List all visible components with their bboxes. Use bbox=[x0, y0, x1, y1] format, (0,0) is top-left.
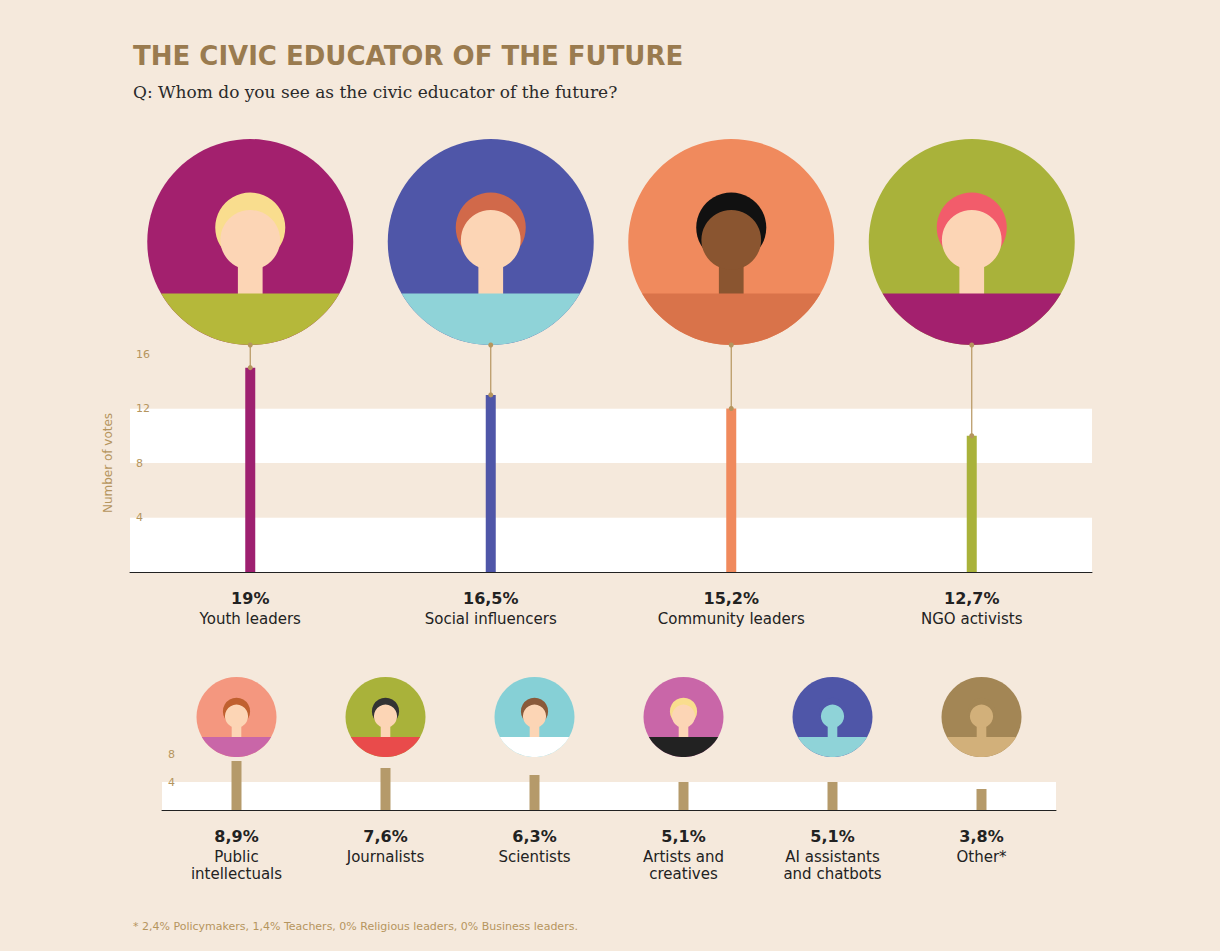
svg-text:8: 8 bbox=[136, 457, 143, 470]
svg-text:THE CIVIC EDUCATOR OF THE FUTU: THE CIVIC EDUCATOR OF THE FUTURE bbox=[133, 41, 683, 71]
svg-text:Scientists: Scientists bbox=[498, 848, 570, 866]
svg-text:5,1%: 5,1% bbox=[810, 827, 854, 846]
svg-text:intellectuals: intellectuals bbox=[191, 865, 282, 883]
svg-text:* 2,4% Policymakers, 1,4% Teac: * 2,4% Policymakers, 1,4% Teachers, 0% R… bbox=[133, 920, 578, 933]
svg-text:Social influencers: Social influencers bbox=[425, 610, 557, 628]
svg-text:16: 16 bbox=[136, 348, 150, 361]
svg-text:Q: Whom do you see as the civi: Q: Whom do you see as the civic educator… bbox=[133, 82, 617, 102]
svg-text:5,1%: 5,1% bbox=[661, 827, 705, 846]
svg-text:Public: Public bbox=[214, 848, 258, 866]
svg-text:6,3%: 6,3% bbox=[512, 827, 556, 846]
svg-text:15,2%: 15,2% bbox=[703, 589, 759, 608]
svg-text:16,5%: 16,5% bbox=[463, 589, 519, 608]
svg-text:creatives: creatives bbox=[649, 865, 718, 883]
svg-text:Youth leaders: Youth leaders bbox=[199, 610, 302, 628]
svg-text:AI assistants: AI assistants bbox=[785, 848, 880, 866]
svg-text:Artists and: Artists and bbox=[643, 848, 724, 866]
svg-text:4: 4 bbox=[168, 776, 175, 789]
svg-text:12: 12 bbox=[136, 402, 150, 415]
svg-text:4: 4 bbox=[136, 511, 143, 524]
svg-text:8,9%: 8,9% bbox=[214, 827, 258, 846]
svg-text:and chatbots: and chatbots bbox=[783, 865, 881, 883]
svg-text:NGO activists: NGO activists bbox=[921, 610, 1023, 628]
svg-text:Other*: Other* bbox=[956, 848, 1007, 866]
svg-text:Number of votes: Number of votes bbox=[101, 413, 115, 513]
svg-text:8: 8 bbox=[168, 748, 175, 761]
svg-text:Community leaders: Community leaders bbox=[658, 610, 805, 628]
svg-text:7,6%: 7,6% bbox=[363, 827, 407, 846]
svg-text:19%: 19% bbox=[231, 589, 269, 608]
svg-text:12,7%: 12,7% bbox=[944, 589, 1000, 608]
svg-text:Journalists: Journalists bbox=[346, 848, 425, 866]
svg-text:3,8%: 3,8% bbox=[959, 827, 1003, 846]
